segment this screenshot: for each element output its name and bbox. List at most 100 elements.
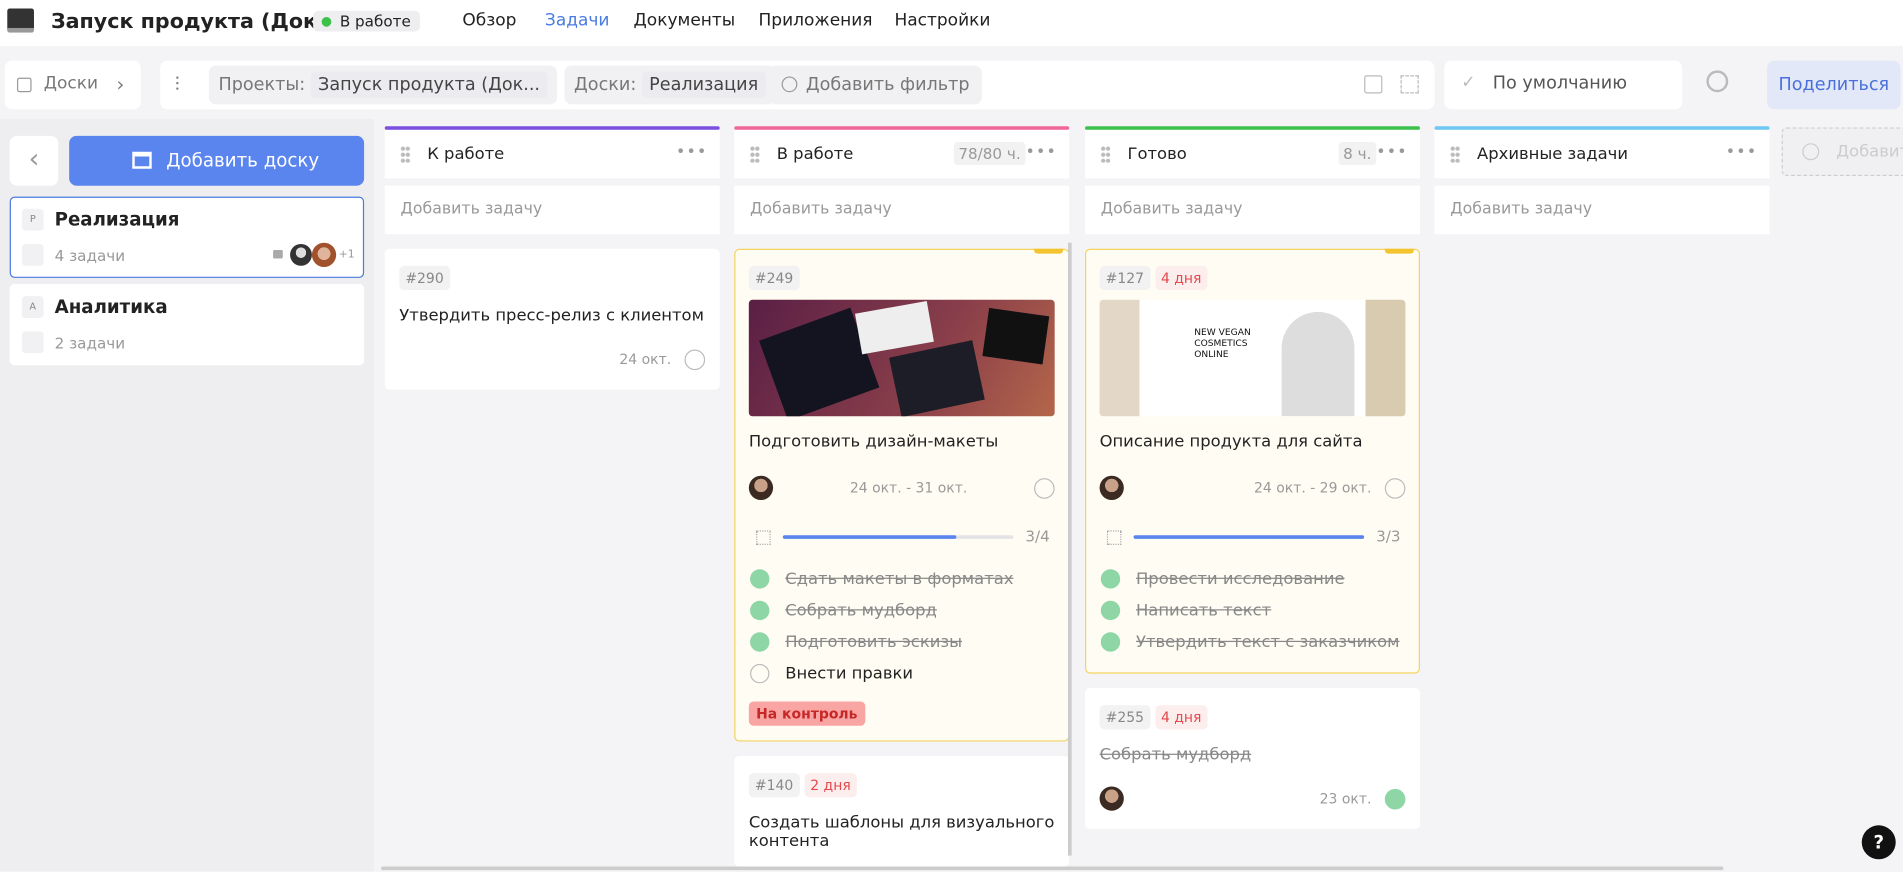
add-task[interactable]: Добавить задачу — [384, 185, 720, 235]
check-text: Внести правки — [785, 663, 914, 684]
view-select[interactable]: ✓ По умолчанию — [1444, 60, 1683, 110]
add-board[interactable]: Добавить доску — [69, 135, 365, 186]
drag — [400, 145, 411, 163]
task-id: #290 — [399, 265, 450, 291]
add-task[interactable]: Добавить задачу — [1434, 185, 1770, 235]
scroll-v — [1068, 242, 1072, 856]
board-card[interactable]: Р Реализация 4 задачи +1 — [9, 196, 365, 278]
check-text: Утвердить текст с заказчиком — [1135, 632, 1400, 652]
task-date: 24 окт. - 29 окт. — [1254, 479, 1372, 497]
task-card[interactable]: #140 2 дня Создать шаблоны для визуального… — [734, 756, 1070, 867]
board-tasks: 2 задачи — [54, 333, 126, 352]
task-card[interactable]: #290 Утвердить пресс-релиз с клиентом 24 о… — [384, 248, 720, 390]
boards-toggle[interactable]: Доски › — [4, 60, 141, 110]
scroll-h — [381, 866, 1724, 871]
checklist-item[interactable]: Утвердить текст с заказчиком — [1100, 626, 1406, 658]
checklist-item[interactable]: Сдать макеты в форматах — [749, 563, 1055, 595]
help[interactable]: ? — [1861, 825, 1896, 860]
check — [750, 663, 770, 684]
task-card[interactable]: #249 Подготовить дизайн-макеты 24 окт. - 3… — [734, 248, 1070, 742]
checklist-item[interactable]: Подготовить эскизы — [749, 626, 1055, 658]
add-column[interactable]: Добавить — [1781, 127, 1903, 176]
complete[interactable] — [1384, 788, 1406, 810]
column-menu[interactable]: ••• — [675, 143, 708, 162]
task-title: Создать шаблоны для визуального контента — [748, 813, 1055, 851]
sidebar: ‹ Добавить доску Р Реализация 4 задачи +1 А А… — [0, 118, 374, 872]
projects-filter[interactable]: Проекты: Запуск продукта (Док... — [208, 65, 558, 105]
complete[interactable] — [1384, 478, 1406, 499]
checklist-item[interactable]: Написать текст — [1100, 595, 1406, 627]
task-image: NEW VEGAN COSMETICS ONLINE — [1099, 299, 1406, 417]
collapse[interactable]: ‹ — [9, 135, 59, 186]
task-title: Утвердить пресс-релиз с клиентом — [399, 305, 704, 326]
nav-item[interactable]: Документы — [633, 10, 736, 31]
board-chip: Реализация — [641, 71, 766, 99]
lock — [273, 250, 283, 259]
column: К работе ••• Добавить задачу #290 Утвердить … — [384, 126, 720, 390]
column-menu[interactable]: ••• — [1376, 143, 1408, 162]
drag — [750, 145, 760, 163]
task-card[interactable]: #127 4 дня NEW VEGAN COSMETICS ONLINE Описа… — [1085, 248, 1420, 674]
nav-item[interactable]: Обзор — [462, 10, 517, 31]
complete[interactable] — [1034, 478, 1055, 499]
check — [1100, 632, 1121, 652]
checklist-item[interactable]: Внести правки — [749, 658, 1055, 690]
checklist: Провести исследование Написать текст Утвер… — [1100, 563, 1406, 658]
nav-item[interactable]: Настройки — [894, 10, 991, 31]
nav-item[interactable]: Приложения — [758, 10, 873, 31]
board-extra: +1 — [338, 248, 355, 261]
checklist-item[interactable]: Провести исследование — [1100, 563, 1406, 595]
task-card[interactable]: #255 4 дня Собрать мудборд 23 окт. — [1085, 688, 1420, 829]
column-bar — [734, 126, 1070, 130]
complete[interactable] — [684, 349, 706, 371]
task-title: Описание продукта для сайта — [1099, 432, 1363, 452]
add-task[interactable]: Добавить задачу — [1085, 185, 1420, 235]
add-filter[interactable]: Добавить фильтр — [769, 65, 982, 105]
avatar — [311, 242, 337, 268]
board-card[interactable]: А Аналитика 2 задачи — [9, 283, 365, 366]
boards-filter[interactable]: Доски: Реализация — [564, 65, 776, 105]
settings[interactable] — [1706, 70, 1729, 93]
check — [1100, 569, 1121, 589]
checklist-item[interactable]: Собрать мудборд — [749, 595, 1055, 627]
board-icon — [21, 243, 44, 266]
mockup — [982, 307, 1050, 365]
check-text: Провести исследование — [1135, 569, 1345, 589]
column-menu[interactable]: ••• — [1725, 143, 1758, 162]
progress-fill — [782, 535, 956, 539]
column: Архивные задачи ••• Добавить задачу — [1434, 126, 1770, 235]
column-bar — [1085, 126, 1420, 130]
column-title: Архивные задачи — [1477, 144, 1629, 164]
task-footer: 24 окт. - 31 окт. — [748, 475, 1055, 503]
column-header: Готово 8 ч. ••• — [1085, 129, 1420, 179]
task-badge: 4 дня — [1154, 705, 1208, 730]
status-text: В работе — [339, 12, 411, 31]
save-icon[interactable] — [1364, 75, 1383, 94]
task-badge: 4 дня — [1154, 265, 1208, 291]
column-title: К работе — [427, 144, 505, 164]
task-id: #140 — [748, 773, 800, 798]
task-id: #249 — [748, 265, 800, 291]
task-date: 24 окт. — [619, 350, 672, 368]
column-header: Архивные задачи ••• — [1434, 129, 1770, 179]
mockup — [889, 340, 985, 417]
check-text: Сдать макеты в форматах — [785, 569, 1014, 589]
task-title: Собрать мудборд — [1099, 745, 1252, 765]
expand-icon[interactable] — [1400, 75, 1419, 94]
project-title[interactable]: Запуск продукта (Док... — [50, 9, 341, 34]
column-hours: 78/80 ч. — [953, 141, 1026, 166]
status[interactable]: В работе — [313, 10, 421, 32]
add-task[interactable]: Добавить задачу — [734, 185, 1070, 235]
board-initial: Р — [21, 208, 44, 231]
nav-item[interactable]: Задачи — [544, 10, 610, 31]
share-button[interactable]: Поделиться — [1767, 60, 1901, 110]
assignee — [748, 475, 774, 501]
checklist: Сдать макеты в форматах Собрать мудборд По… — [749, 563, 1055, 689]
subtask-icon — [756, 530, 771, 545]
progress-row: 3/3 — [1100, 524, 1406, 551]
check — [750, 569, 770, 589]
drag — [1100, 145, 1111, 163]
progress-row: 3/4 — [749, 524, 1055, 551]
column-menu[interactable]: ••• — [1025, 143, 1058, 162]
